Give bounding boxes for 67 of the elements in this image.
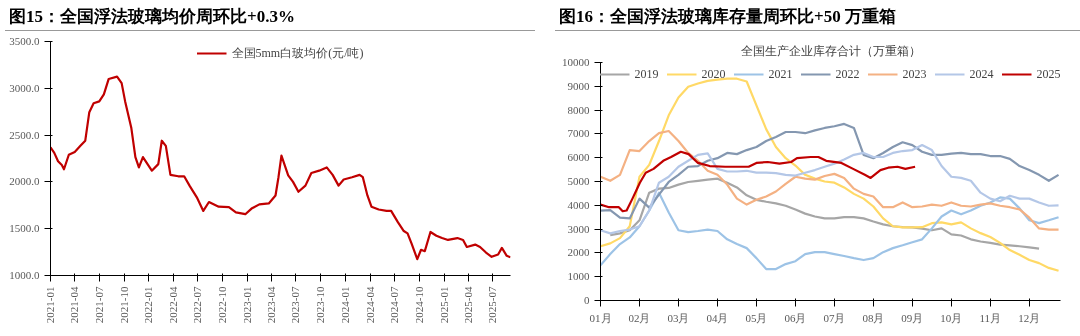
- x-tick-label: 04月: [706, 311, 729, 324]
- line-series: [600, 77, 1060, 272]
- x-tick-label: 09月: [901, 311, 924, 324]
- x-tick-label: 2022-10: [215, 286, 228, 324]
- y-tick-label: 2500.0: [9, 128, 40, 141]
- y-tick-label: 3000: [567, 222, 590, 235]
- line-series: [600, 122, 1060, 220]
- x-tick-label: 2023-10: [314, 286, 327, 324]
- legend-label: 2024: [969, 66, 994, 82]
- y-tick-label: 2000: [567, 246, 590, 259]
- line-series: [600, 129, 1060, 231]
- x-tick-label: 10月: [940, 311, 963, 324]
- x-tick-label: 2025-04: [461, 286, 474, 324]
- x-tick-label: 2021-04: [68, 286, 81, 324]
- x-tick-label: 2024-07: [388, 286, 401, 324]
- x-tick-label: 2025-07: [486, 286, 499, 324]
- y-tick-label: 3500.0: [9, 35, 40, 47]
- line-series: [600, 143, 1060, 235]
- legend-label: 2025: [1036, 66, 1061, 82]
- x-tick-label: 05月: [745, 311, 768, 324]
- y-tick-label: 1000.0: [9, 269, 40, 281]
- y-tick-label: 2000.0: [9, 175, 40, 188]
- x-tick-label: 03月: [667, 311, 690, 324]
- x-tick-label: 2023-07: [289, 286, 302, 324]
- x-tick-label: 2024-04: [363, 286, 376, 324]
- x-tick-label: 2024-10: [412, 286, 425, 324]
- x-tick-label: 2022-07: [191, 286, 204, 324]
- legend-label: 全国5mm白玻均价(元/吨): [231, 44, 364, 62]
- y-tick-label: 9000: [567, 79, 590, 92]
- x-tick-label: 2024-01: [339, 286, 352, 324]
- x-tick-label: 2021-01: [44, 286, 56, 324]
- x-tick-label: 02月: [628, 311, 651, 324]
- x-tick-label: 2021-07: [92, 286, 105, 324]
- x-tick-label: 2021-10: [117, 286, 130, 324]
- legend-label: 2019: [634, 66, 659, 82]
- line-series: [50, 75, 511, 261]
- y-tick-label: 7000: [567, 127, 590, 140]
- y-tick-label: 5000: [567, 175, 590, 187]
- x-tick-label: 07月: [823, 311, 846, 324]
- line-series: [600, 191, 1060, 271]
- y-tick-label: 1500.0: [9, 222, 40, 235]
- legend-label: 2020: [701, 66, 726, 82]
- y-tick-label: 4000: [567, 198, 590, 211]
- legend-label: 2021: [768, 66, 793, 82]
- y-tick-label: 8000: [567, 103, 590, 116]
- x-tick-label: 2022-04: [166, 286, 179, 324]
- line-series: [600, 150, 917, 213]
- x-tick-label: 2022-01: [142, 286, 155, 324]
- x-tick-label: 2023-04: [264, 286, 277, 324]
- x-tick-label: 11月: [979, 311, 1002, 324]
- y-tick-label: 3000.0: [9, 81, 40, 94]
- chart-title: 图15：全国浮法玻璃均价周环比+0.3%: [9, 6, 295, 28]
- y-tick-label: 1000: [567, 270, 590, 283]
- legend-label: 2023: [902, 66, 927, 82]
- line-series: [609, 177, 1041, 250]
- chart-title: 图16：全国浮法玻璃库存量周环比+50 万重箱: [559, 6, 896, 28]
- x-tick-label: 08月: [862, 311, 885, 324]
- x-tick-label: 2023-01: [240, 286, 253, 324]
- x-tick-label: 06月: [784, 311, 807, 324]
- y-tick-label: 0: [584, 294, 590, 306]
- x-tick-label: 12月: [1018, 311, 1041, 324]
- x-tick-label: 01月: [589, 311, 612, 324]
- chart-subtitle: 全国生产企业库存合计（万重箱）: [740, 43, 921, 58]
- x-tick-label: 2025-01: [437, 286, 450, 324]
- legend-label: 2022: [835, 66, 860, 82]
- y-tick-label: 10000: [562, 56, 590, 68]
- y-tick-label: 6000: [567, 151, 590, 164]
